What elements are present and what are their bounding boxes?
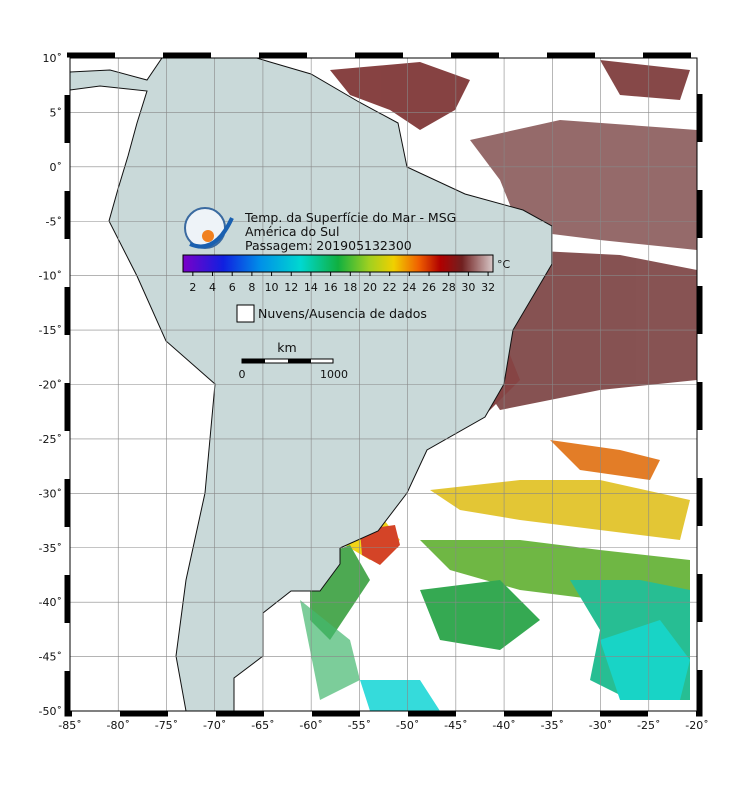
colorbar <box>182 254 494 276</box>
x-tick-label: -50˚ <box>396 719 419 732</box>
x-tick-label: -60˚ <box>299 719 322 732</box>
y-tick-label: -10˚ <box>39 270 62 283</box>
scale-label: 0 <box>239 368 246 381</box>
colorbar-gradient <box>182 254 494 273</box>
colorbar-tick-label: 6 <box>229 281 236 294</box>
pass: Passagem: 201905132300 <box>245 238 412 253</box>
logo <box>184 207 234 249</box>
x-tick-label: -70˚ <box>203 719 226 732</box>
x-tick-label: -30˚ <box>589 719 612 732</box>
colorbar-tick-label: 28 <box>442 281 456 294</box>
title: Temp. da Superfície do Mar - MSG <box>244 210 456 225</box>
colorbar-tick-label: 10 <box>265 281 279 294</box>
y-tick-label: -50˚ <box>39 705 62 718</box>
scale-label: 1000 <box>320 368 348 381</box>
x-tick-label: -25˚ <box>637 719 660 732</box>
grid <box>70 58 697 711</box>
legend-swatch <box>236 304 255 323</box>
y-tick-label: -25˚ <box>39 433 62 446</box>
colorbar-tick-label: 26 <box>422 281 436 294</box>
y-tick-label: -40˚ <box>39 596 62 609</box>
x-tick-label: -75˚ <box>155 719 178 732</box>
colorbar-tick-label: 24 <box>402 281 416 294</box>
region: América do Sul <box>245 224 339 239</box>
x-tick-label: -55˚ <box>348 719 371 732</box>
frame-border <box>64 52 703 717</box>
x-tick-label: -80˚ <box>106 719 129 732</box>
colorbar-tick-label: 20 <box>363 281 377 294</box>
colorbar-tick-label: 12 <box>284 281 298 294</box>
colorbar-tick-label: 30 <box>461 281 475 294</box>
y-tick-label: -35˚ <box>39 542 62 555</box>
scale-bar <box>241 358 334 364</box>
map-area <box>70 58 697 711</box>
colorbar-tick-label: 14 <box>304 281 318 294</box>
x-tick-label: -40˚ <box>492 719 515 732</box>
colorbar-unit: °C <box>497 258 511 271</box>
colorbar-tick-label: 32 <box>481 281 495 294</box>
x-tick-label: -65˚ <box>251 719 274 732</box>
colorbar-tick-label: 4 <box>209 281 216 294</box>
x-tick-label: -85˚ <box>58 719 81 732</box>
y-tick-label: -15˚ <box>39 324 62 337</box>
colorbar-tick-label: 18 <box>343 281 357 294</box>
frame <box>69 57 698 712</box>
scale-unit: km <box>277 340 296 355</box>
x-tick-label: -45˚ <box>444 719 467 732</box>
y-tick-label: -45˚ <box>39 651 62 664</box>
y-tick-label: -5˚ <box>46 215 62 228</box>
colorbar-tick-label: 16 <box>324 281 338 294</box>
legend-label: Nuvens/Ausencia de dados <box>258 306 427 321</box>
y-tick-label: 10˚ <box>43 52 63 65</box>
colorbar-tick-label: 8 <box>248 281 255 294</box>
x-tick-label: -35˚ <box>541 719 564 732</box>
y-tick-label: -20˚ <box>39 379 62 392</box>
y-tick-label: 5˚ <box>50 106 63 119</box>
y-tick-label: -30˚ <box>39 487 62 500</box>
y-tick-label: 0˚ <box>50 161 63 174</box>
colorbar-tick-label: 2 <box>189 281 196 294</box>
x-tick-label: -20˚ <box>685 719 708 732</box>
colorbar-tick-label: 22 <box>383 281 397 294</box>
